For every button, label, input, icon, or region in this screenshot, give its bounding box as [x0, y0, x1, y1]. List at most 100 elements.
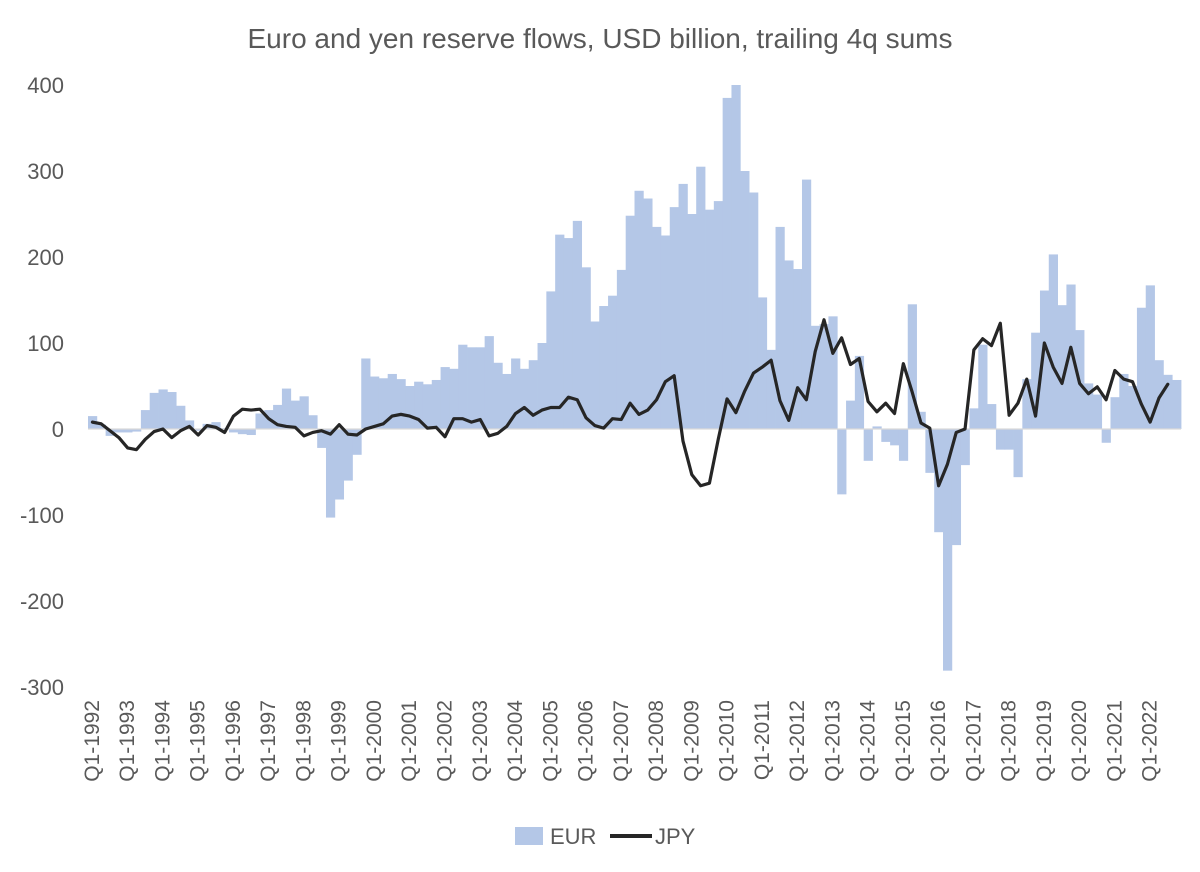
- eur-bar: [140, 410, 151, 429]
- eur-bar: [616, 269, 627, 429]
- y-tick-label: -200: [20, 589, 64, 614]
- eur-bar: [449, 368, 459, 429]
- y-tick-label: 200: [27, 245, 64, 270]
- eur-bar: [528, 360, 538, 429]
- eur-bar: [1154, 360, 1164, 429]
- x-tick-label: Q1-2008: [645, 700, 668, 782]
- jpy-line: [90, 318, 1170, 488]
- eur-bar: [325, 429, 336, 518]
- eur-bar: [687, 214, 697, 429]
- eur-bar: [1110, 397, 1120, 429]
- eur-bar: [555, 234, 565, 429]
- chart-title: Euro and yen reserve flows, USD billion,…: [248, 23, 953, 54]
- eur-bar: [211, 422, 221, 429]
- eur-bar: [343, 429, 353, 481]
- eur-bar: [1057, 305, 1067, 429]
- eur-bar: [361, 358, 371, 429]
- eur-bar: [810, 325, 820, 429]
- eur-bar: [625, 215, 635, 429]
- eur-bar: [431, 379, 441, 429]
- eur-bars: [88, 85, 1182, 671]
- eur-bar: [1163, 374, 1173, 429]
- eur-bar: [775, 226, 785, 429]
- eur-bar: [731, 85, 741, 429]
- eur-bar: [440, 367, 450, 429]
- eur-bar: [766, 349, 776, 429]
- eur-bar: [370, 376, 380, 429]
- eur-bar: [898, 429, 909, 461]
- eur-bar: [546, 291, 556, 429]
- eur-bar: [237, 429, 248, 435]
- eur-bar: [881, 429, 891, 442]
- y-tick-label: -300: [20, 675, 64, 700]
- x-tick-label: Q1-2014: [857, 700, 880, 782]
- eur-bar: [1013, 429, 1023, 478]
- x-tick-label: Q1-2004: [504, 700, 527, 782]
- eur-bar: [757, 297, 768, 429]
- eur-bar: [1004, 429, 1014, 450]
- eur-bar: [352, 429, 362, 455]
- eur-bar: [184, 420, 195, 429]
- y-tick-label: 300: [27, 159, 64, 184]
- eur-bar: [1136, 307, 1147, 429]
- eur-bar: [387, 373, 397, 429]
- eur-bar: [863, 429, 873, 461]
- eur-bar: [458, 344, 468, 429]
- eur-bar: [608, 295, 618, 429]
- eur-bar: [308, 415, 318, 429]
- eur-bar: [1172, 379, 1182, 429]
- eur-bar: [1084, 383, 1094, 429]
- eur-bar: [149, 392, 159, 429]
- eur-bar: [943, 429, 953, 671]
- eur-bar: [475, 347, 486, 429]
- legend: EUR JPY: [515, 824, 696, 849]
- eur-bar: [846, 400, 856, 429]
- y-tick-label: 400: [27, 73, 64, 98]
- eur-bar: [502, 373, 512, 429]
- x-tick-label: Q1-1996: [222, 700, 245, 782]
- eur-bar: [722, 97, 732, 430]
- eur-bar: [334, 429, 345, 500]
- x-axis-ticks: Q1-1992 Q1-1993 Q1-1994 Q1-1995 Q1-1996 Q1-19…: [81, 700, 1162, 782]
- y-axis-ticks: 400 300 200 100 0 -100 -200 -300: [20, 73, 64, 700]
- eur-bar: [713, 201, 724, 429]
- legend-eur-label: EUR: [550, 824, 596, 849]
- eur-bar: [951, 429, 962, 546]
- eur-bar: [1119, 373, 1129, 429]
- eur-bar: [669, 207, 679, 429]
- x-tick-label: Q1-1998: [292, 700, 315, 782]
- eur-bar: [123, 429, 133, 433]
- eur-bar: [467, 347, 477, 429]
- eur-bar: [1066, 284, 1076, 429]
- y-tick-label: -100: [20, 503, 64, 528]
- y-tick-label: 0: [52, 417, 64, 442]
- y-tick-label: 100: [27, 331, 64, 356]
- jpy-line-group: [90, 318, 1170, 488]
- eur-bar: [828, 316, 838, 429]
- x-tick-label: Q1-2021: [1103, 700, 1126, 782]
- eur-bar: [519, 368, 530, 429]
- eur-bar: [1048, 254, 1058, 429]
- eur-bar: [643, 198, 653, 429]
- x-tick-label: Q1-2005: [539, 700, 562, 782]
- eur-bar: [1092, 394, 1103, 429]
- eur-bar: [317, 429, 327, 448]
- x-tick-label: Q1-2018: [998, 700, 1021, 782]
- legend-eur-swatch: [515, 827, 543, 845]
- eur-bar: [987, 404, 997, 429]
- eur-bar: [405, 386, 415, 429]
- x-tick-label: Q1-2022: [1139, 700, 1162, 782]
- x-tick-label: Q1-2017: [962, 700, 985, 782]
- eur-bar: [511, 358, 521, 429]
- eur-bar: [995, 429, 1006, 450]
- eur-bar: [581, 267, 591, 429]
- eur-bar: [290, 400, 300, 429]
- eur-bar: [1031, 332, 1041, 429]
- eur-bar: [660, 235, 671, 429]
- eur-bar: [749, 192, 759, 429]
- x-tick-label: Q1-1992: [81, 700, 104, 782]
- x-tick-label: Q1-2000: [363, 700, 386, 782]
- eur-bar: [396, 379, 406, 429]
